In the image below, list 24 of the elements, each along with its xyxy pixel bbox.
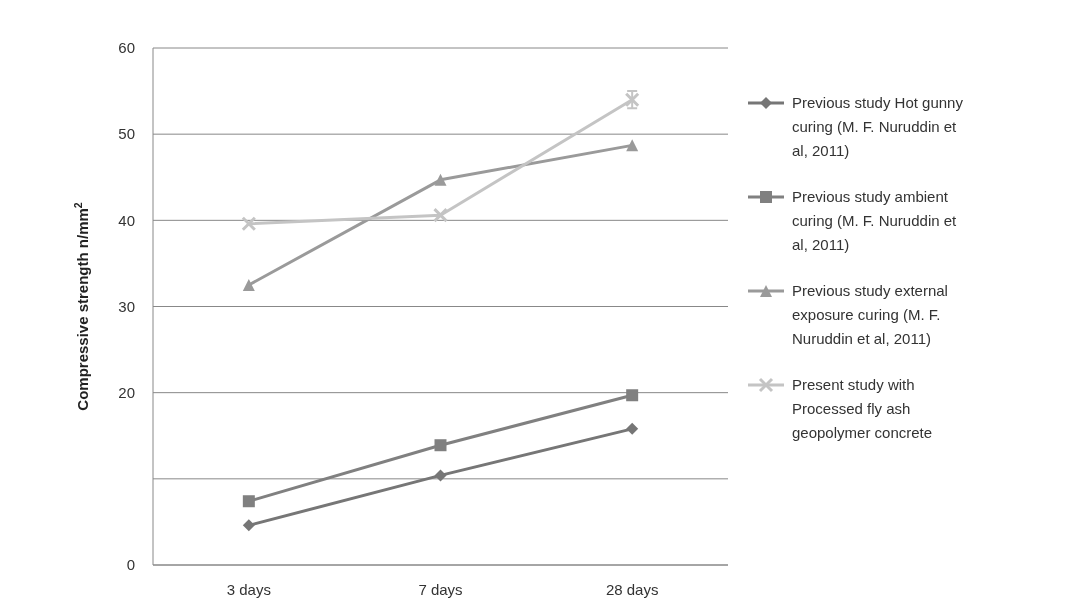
legend-label: Present study with Processed fly ash geopolymer concrete	[792, 376, 933, 442]
legend-label: Previous study Hot gunny curing (M. F. Nuruddin et al, 2011)	[792, 94, 964, 160]
point	[242, 495, 255, 508]
point	[242, 519, 255, 532]
y-tick-label: 0	[126, 556, 135, 574]
point	[626, 139, 639, 152]
point	[434, 173, 447, 186]
point	[242, 278, 255, 291]
y-tick-label: 40	[118, 211, 135, 229]
point	[433, 207, 448, 223]
y-tick-label: 50	[118, 125, 135, 143]
point	[626, 422, 639, 435]
point	[626, 389, 639, 402]
y-tick-label: 60	[118, 39, 135, 57]
legend-label: Previous study external exposure curing (M. F. Nuruddin et al, 2011)	[792, 282, 948, 348]
y-tick-label: 30	[118, 297, 135, 315]
y-tick-label: 20	[118, 383, 135, 401]
point	[434, 439, 447, 452]
x-tick-label: 7 days	[418, 581, 463, 598]
point	[434, 469, 447, 482]
x-tick-label: 3 days	[226, 581, 271, 598]
legend-label: Previous study ambient curing (M. F. Nuruddin et al, 2011)	[792, 188, 958, 254]
point	[241, 216, 257, 232]
x-tick-label: 28 days	[605, 581, 659, 598]
